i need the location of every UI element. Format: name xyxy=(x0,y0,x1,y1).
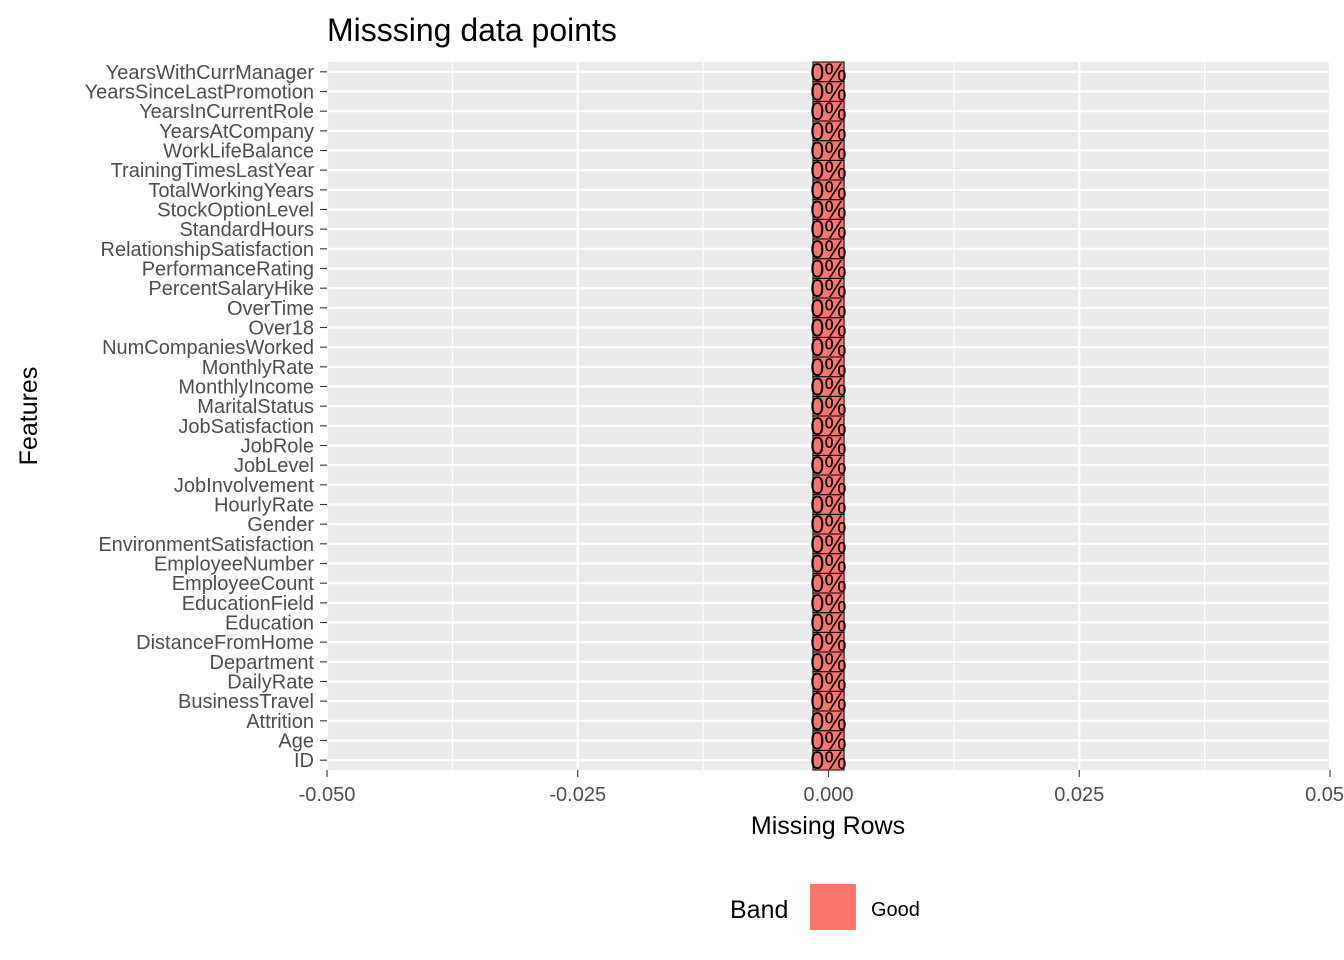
bar-label-Department: 0% xyxy=(810,649,846,677)
bar-label-Over18: 0% xyxy=(810,315,846,343)
bar-label-PercentSalaryHike: 0% xyxy=(810,275,846,303)
x-axis-title: Missing Rows xyxy=(751,812,905,840)
bar-label-YearsSinceLastPromotion: 0% xyxy=(810,79,846,107)
bar-label-Attrition: 0% xyxy=(810,708,846,736)
y-tick-label: TrainingTimesLastYear xyxy=(111,160,315,182)
bar-label-YearsAtCompany: 0% xyxy=(810,118,846,146)
x-tick-label: 0.000 xyxy=(803,784,853,806)
y-tick-label: WorkLifeBalance xyxy=(163,141,314,163)
y-tick-label: MaritalStatus xyxy=(197,396,314,418)
y-tick-label: JobLevel xyxy=(234,455,314,477)
bar-label-Gender: 0% xyxy=(810,511,846,539)
y-tick-label: StockOptionLevel xyxy=(157,200,314,222)
bar-label-StandardHours: 0% xyxy=(810,216,846,244)
y-tick-label: Over18 xyxy=(248,318,314,340)
y-axis-ticks: IDAgeAttritionBusinessTravelDailyRateDep… xyxy=(85,62,327,772)
x-tick-label: -0.025 xyxy=(549,784,606,806)
y-tick-label: EducationField xyxy=(182,593,314,615)
y-tick-label: JobRole xyxy=(241,436,314,458)
bar-label-TotalWorkingYears: 0% xyxy=(810,177,846,205)
bar-labels: 0%0%0%0%0%0%0%0%0%0%0%0%0%0%0%0%0%0%0%0%… xyxy=(810,59,846,775)
y-tick-label: JobInvolvement xyxy=(174,475,315,497)
chart-title: Misssing data points xyxy=(327,12,617,48)
y-tick-label: Department xyxy=(210,652,315,674)
y-tick-label: DailyRate xyxy=(227,672,314,694)
x-tick-label: 0.025 xyxy=(1054,784,1104,806)
bar-label-Education: 0% xyxy=(810,610,846,638)
bar-label-PerformanceRating: 0% xyxy=(810,256,846,284)
legend-title: Band xyxy=(730,896,788,924)
bar-label-TrainingTimesLastYear: 0% xyxy=(810,157,846,185)
y-tick-label: Attrition xyxy=(246,711,314,733)
bar-label-EducationField: 0% xyxy=(810,590,846,618)
bar-label-JobSatisfaction: 0% xyxy=(810,413,846,441)
y-tick-label: EnvironmentSatisfaction xyxy=(98,534,314,556)
y-tick-label: YearsAtCompany xyxy=(159,121,314,143)
bar-label-DistanceFromHome: 0% xyxy=(810,629,846,657)
bars xyxy=(812,61,845,771)
y-tick-label: JobSatisfaction xyxy=(178,416,314,438)
y-tick-label: MonthlyIncome xyxy=(178,377,314,399)
bar-label-JobInvolvement: 0% xyxy=(810,472,846,500)
bar-label-HourlyRate: 0% xyxy=(810,492,846,520)
bar-label-BusinessTravel: 0% xyxy=(810,688,846,716)
y-tick-label: HourlyRate xyxy=(214,495,314,517)
y-tick-label: YearsWithCurrManager xyxy=(106,62,315,84)
bar-label-MonthlyRate: 0% xyxy=(810,354,846,382)
bar-label-YearsWithCurrManager: 0% xyxy=(810,59,846,87)
y-tick-label: BusinessTravel xyxy=(178,691,314,713)
y-tick-label: YearsInCurrentRole xyxy=(139,101,314,123)
x-tick-label: -0.050 xyxy=(299,784,356,806)
y-tick-label: Age xyxy=(278,731,314,753)
bar-YearsWithCurrManager xyxy=(812,61,845,83)
y-tick-label: OverTime xyxy=(227,298,314,320)
bar-label-WorkLifeBalance: 0% xyxy=(810,138,846,166)
bar-label-NumCompaniesWorked: 0% xyxy=(810,334,846,362)
y-axis-title: Features xyxy=(15,367,43,466)
x-axis-ticks: -0.050 -0.025 0.000 0.025 0.05 xyxy=(299,770,1344,806)
bar-label-JobLevel: 0% xyxy=(810,452,846,480)
y-tick-label: NumCompaniesWorked xyxy=(102,337,314,359)
bar-label-OverTime: 0% xyxy=(810,295,846,323)
bar-label-RelationshipSatisfaction: 0% xyxy=(810,236,846,264)
bar-label-YearsInCurrentRole: 0% xyxy=(810,98,846,126)
y-tick-label: DistanceFromHome xyxy=(136,632,314,654)
y-tick-label: ID xyxy=(294,750,314,772)
bar-label-MaritalStatus: 0% xyxy=(810,393,846,421)
y-tick-label: PerformanceRating xyxy=(142,259,314,281)
bar-label-JobRole: 0% xyxy=(810,433,846,461)
legend-key-good xyxy=(810,884,856,930)
bar-label-DailyRate: 0% xyxy=(810,669,846,697)
legend: Band Good xyxy=(730,884,920,930)
y-tick-label: RelationshipSatisfaction xyxy=(101,239,314,261)
bar-label-EnvironmentSatisfaction: 0% xyxy=(810,531,846,559)
bar-label-StockOptionLevel: 0% xyxy=(810,197,846,225)
y-tick-label: YearsSinceLastPromotion xyxy=(85,82,314,104)
y-tick-label: EmployeeNumber xyxy=(154,554,314,576)
bar-label-Age: 0% xyxy=(810,728,846,756)
bar-label-EmployeeCount: 0% xyxy=(810,570,846,598)
y-tick-label: StandardHours xyxy=(179,219,314,241)
x-tick-label: 0.05 xyxy=(1305,784,1344,806)
bar-label-EmployeeNumber: 0% xyxy=(810,551,846,579)
y-tick-label: MonthlyRate xyxy=(202,357,314,379)
y-tick-label: EmployeeCount xyxy=(172,573,315,595)
y-tick-label: TotalWorkingYears xyxy=(148,180,314,202)
bar-label-MonthlyIncome: 0% xyxy=(810,374,846,402)
y-tick-label: Education xyxy=(225,613,314,635)
y-tick-label: PercentSalaryHike xyxy=(148,278,314,300)
legend-label-good: Good xyxy=(871,899,920,921)
y-tick-label: Gender xyxy=(247,514,314,536)
